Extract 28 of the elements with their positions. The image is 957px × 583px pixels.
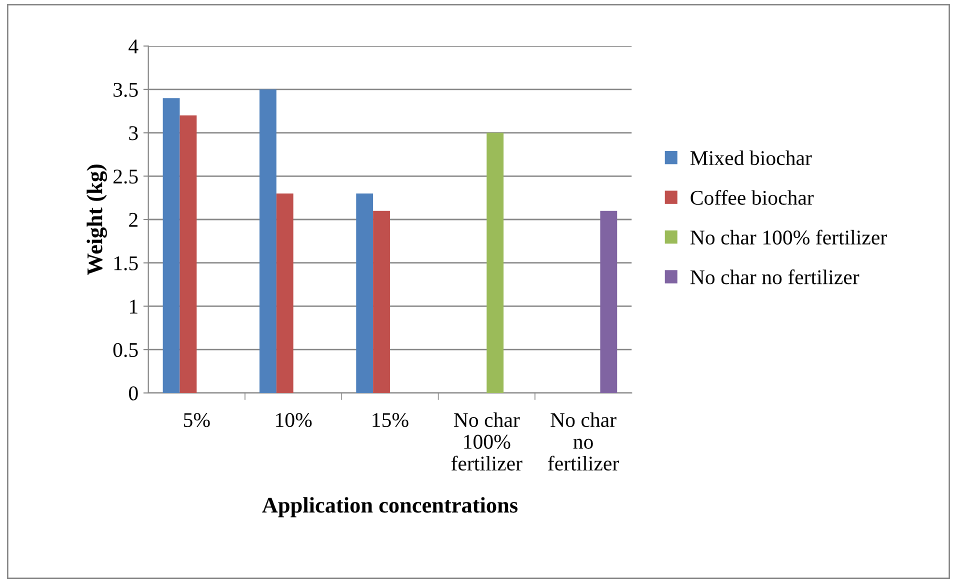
y-tick-label: 2.5 (113, 170, 138, 184)
y-tick-label: 0 (128, 386, 138, 400)
x-tick-label: 10% (276, 412, 312, 428)
x-tick-label: No char 100% fertilizer (451, 412, 522, 471)
bar (356, 193, 374, 393)
y-tick-label: 1 (130, 300, 138, 314)
bar (486, 132, 504, 393)
y-tick-label: 4 (128, 40, 138, 54)
legend-label: No char no fertilizer (690, 269, 860, 284)
x-axis-title: Application concentrations (262, 497, 518, 518)
y-tick-label: 3.5 (114, 82, 138, 97)
x-tick-label: 15% (372, 412, 408, 428)
legend-label: Mixed biochar (690, 150, 812, 166)
legend-label: No char 100% fertilizer (690, 230, 887, 245)
bar (276, 193, 294, 393)
bar (259, 89, 276, 393)
y-tick-label: 3 (129, 126, 138, 140)
y-axis-title: Weight (kg) (86, 164, 108, 276)
y-tick-label: 2 (129, 212, 138, 227)
bar (180, 115, 197, 393)
y-tick-label: 0.5 (113, 342, 138, 358)
y-tick-label: 1.5 (114, 256, 138, 270)
legend-label: Coffee biochar (690, 190, 814, 205)
bar (373, 210, 390, 393)
bar (600, 210, 618, 393)
x-tick-label: 5% (184, 412, 210, 428)
bar (162, 98, 180, 393)
x-tick-label: No char no fertilizer (548, 412, 619, 471)
